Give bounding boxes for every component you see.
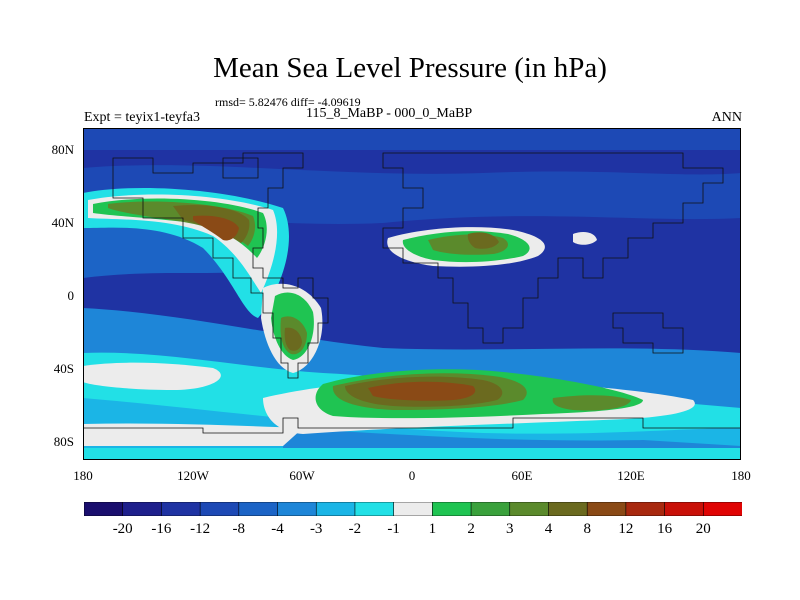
colorbar-swatch	[470, 502, 511, 516]
lat-tick-0: 0	[67, 288, 75, 303]
colorbar-swatch	[354, 502, 395, 516]
colorbar-swatch	[393, 502, 434, 516]
colorbar-swatch	[315, 502, 356, 516]
antarctic-edge	[83, 448, 741, 460]
lon-tick-120e: 120E	[617, 468, 645, 483]
colorbar-swatch	[548, 502, 588, 516]
colorbar-swatch	[122, 502, 163, 516]
colorbar-swatch	[586, 502, 627, 516]
period-label: 115_8_MaBP - 000_0_MaBP	[306, 106, 473, 121]
colorbar-swatch	[702, 502, 742, 516]
colorbar-label: -12	[190, 521, 211, 537]
pressure-map	[83, 128, 741, 460]
lon-tick-60e: 60E	[511, 468, 533, 483]
colorbar-swatch	[238, 502, 279, 516]
lat-tick-40n: 40N	[51, 215, 74, 230]
lon-tick-180w: 180	[73, 468, 93, 483]
colorbar-label: 12	[618, 521, 634, 537]
colorbar-swatch	[277, 502, 318, 516]
colorbar-label: 20	[695, 521, 711, 537]
antarctic-darkbrown	[368, 381, 476, 401]
map-title: Mean Sea Level Pressure (in hPa)	[213, 52, 607, 84]
lon-tick-120w: 120W	[177, 468, 209, 483]
lat-tick-40s: 40S	[53, 361, 74, 376]
continent-outlines	[83, 152, 741, 434]
colorbar-label: -20	[112, 521, 133, 537]
sa-brown	[284, 327, 302, 351]
colorbar-label: -2	[348, 521, 362, 537]
experiment-label: Expt = teyix1-teyfa3	[84, 110, 200, 125]
na-rust	[193, 215, 239, 241]
colorbar-swatch	[664, 502, 705, 516]
indian-olive	[552, 395, 631, 411]
antarctic-white	[83, 423, 303, 446]
colorbar-label: 1	[428, 521, 437, 537]
colorbar-swatch	[84, 502, 124, 516]
colorbar-swatch	[199, 502, 240, 516]
south-pacific-white	[83, 362, 221, 390]
asia-small-white	[573, 232, 597, 245]
colorbar-label: -16	[151, 521, 172, 537]
colorbar-label: 4	[544, 521, 553, 537]
season-label: ANN	[711, 110, 742, 125]
colorbar-label: -8	[232, 521, 246, 537]
colorbar-label: 8	[583, 521, 591, 537]
colorbar-swatch	[161, 502, 201, 516]
colorbar-label: 2	[467, 521, 475, 537]
colorbar-label: -3	[309, 521, 323, 537]
lon-tick-180e: 180	[731, 468, 751, 483]
lat-tick-80n: 80N	[51, 142, 74, 157]
stats-text: rmsd= 5.82476 diff= -4.09619	[215, 95, 361, 109]
colorbar-label: 3	[506, 521, 514, 537]
eurasia-brown	[467, 232, 499, 249]
map-frame	[83, 128, 741, 460]
colorbar-swatch	[432, 502, 472, 516]
colorbar-swatch	[625, 502, 666, 516]
lon-tick-60w: 60W	[289, 468, 315, 483]
colorbar-swatch	[509, 502, 550, 516]
colorbar	[84, 502, 742, 516]
arctic-band	[83, 128, 741, 150]
lat-tick-80s: 80S	[53, 434, 74, 449]
colorbar-label: 16	[657, 521, 673, 537]
lon-tick-0: 0	[408, 468, 416, 483]
colorbar-label: -1	[387, 521, 400, 537]
colorbar-label: -4	[271, 521, 284, 537]
